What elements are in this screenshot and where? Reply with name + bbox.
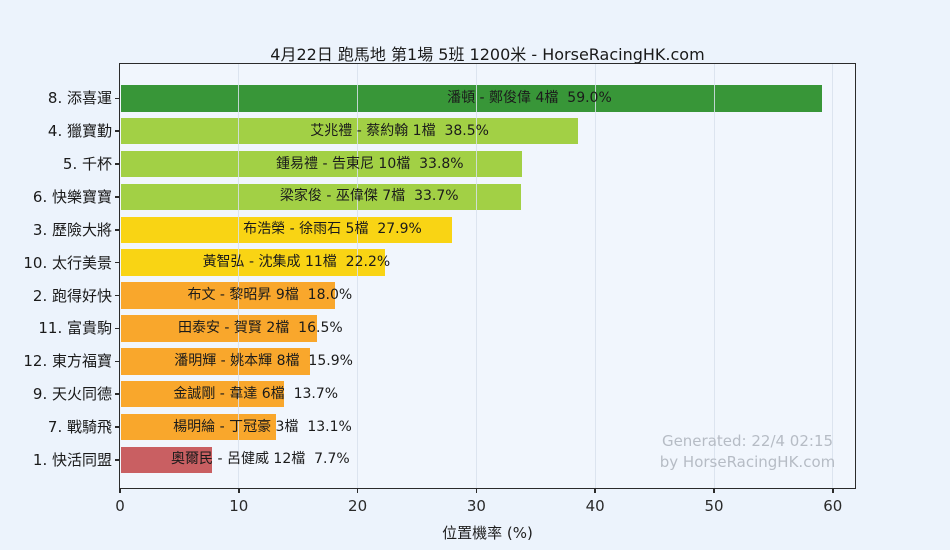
y-tick-mark bbox=[114, 163, 120, 165]
bar bbox=[120, 413, 277, 441]
bar-value-label: 艾兆禮 - 蔡約翰 1檔 38.5% bbox=[310, 122, 489, 139]
y-tick-mark bbox=[114, 261, 120, 264]
y-category-label: 2. 跑得好快 bbox=[32, 286, 112, 305]
gridline bbox=[475, 64, 477, 488]
y-category-label: 6. 快樂寶寶 bbox=[32, 187, 112, 206]
x-tick-label: 0 bbox=[115, 497, 125, 515]
bar-value-label: 田泰安 - 賀賢 2檔 16.5% bbox=[177, 319, 343, 336]
y-tick-mark bbox=[114, 130, 120, 132]
y-tick-mark bbox=[114, 327, 120, 330]
gridline bbox=[713, 64, 715, 488]
y-category-label: 4. 獵寶勤 bbox=[47, 122, 112, 141]
bar-value-label: 布文 - 黎昭昇 9檔 18.0% bbox=[187, 287, 353, 304]
y-category-label: 8. 添喜運 bbox=[47, 89, 112, 108]
y-tick-mark bbox=[114, 294, 120, 297]
bar-value-label: 奧爾民 - 呂健威 12檔 7.7% bbox=[171, 451, 350, 468]
y-tick-mark bbox=[114, 196, 120, 198]
bar-value-label: 潘明輝 - 姚本輝 8檔 15.9% bbox=[174, 352, 353, 369]
x-tick-label: 10 bbox=[229, 497, 249, 515]
x-tick-label: 40 bbox=[585, 497, 605, 515]
y-category-label: 12. 東方福寶 bbox=[23, 352, 112, 371]
watermark-line-2: by HorseRacingHK.com bbox=[659, 453, 836, 471]
y-category-label: 9. 天火同德 bbox=[32, 385, 112, 404]
y-tick-mark bbox=[114, 426, 120, 428]
bar-value-label: 鍾易禮 - 告東尼 10檔 33.8% bbox=[276, 155, 464, 172]
y-category-label: 3. 歷險大將 bbox=[32, 220, 112, 239]
x-tick-mark bbox=[594, 488, 596, 493]
gridline bbox=[594, 64, 596, 488]
x-tick-label: 30 bbox=[466, 497, 486, 515]
gridline bbox=[832, 64, 834, 488]
y-tick-mark bbox=[114, 360, 120, 363]
bar bbox=[120, 216, 453, 244]
x-tick-mark bbox=[238, 488, 240, 493]
x-tick-mark bbox=[356, 488, 359, 493]
bar bbox=[120, 380, 284, 408]
bar-value-label: 金誠剛 - 韋達 6檔 13.7% bbox=[173, 385, 339, 402]
bar bbox=[120, 183, 522, 211]
x-tick-mark bbox=[832, 488, 834, 493]
y-tick-mark bbox=[114, 459, 120, 461]
bar-value-label: 梁家俊 - 巫偉傑 7檔 33.7% bbox=[279, 188, 459, 205]
x-tick-mark bbox=[475, 488, 478, 493]
y-category-label: 5. 千杯 bbox=[62, 155, 112, 174]
x-axis-label: 位置機率 (%) bbox=[442, 524, 533, 542]
x-tick-label: 20 bbox=[348, 497, 368, 515]
y-category-label: 10. 太行美景 bbox=[23, 253, 112, 272]
gridline bbox=[357, 64, 359, 488]
bar bbox=[120, 348, 310, 375]
x-tick-mark bbox=[713, 488, 715, 493]
bar bbox=[120, 446, 213, 474]
y-tick-mark bbox=[114, 393, 120, 395]
bar bbox=[120, 117, 579, 145]
y-category-label: 11. 富貴駒 bbox=[38, 319, 112, 338]
watermark-line-1: Generated: 22/4 02:15 bbox=[661, 432, 834, 450]
y-tick-mark bbox=[114, 229, 120, 231]
bar-value-label: 楊明綸 - 丁冠豪 3檔 13.1% bbox=[173, 418, 352, 435]
bar bbox=[120, 249, 385, 276]
bar-value-label: 黃智弘 - 沈集成 11檔 22.2% bbox=[202, 254, 391, 271]
bar bbox=[120, 150, 523, 178]
y-category-label: 7. 戰騎飛 bbox=[47, 418, 112, 437]
bar bbox=[120, 282, 335, 309]
bar-value-label: 布浩榮 - 徐雨石 5檔 27.9% bbox=[243, 221, 422, 238]
x-tick-label: 60 bbox=[823, 497, 843, 515]
y-tick-mark bbox=[114, 97, 120, 100]
chart-title: 4月22日 跑馬地 第1場 5班 1200米 - HorseRacingHK.c… bbox=[270, 45, 705, 64]
bar bbox=[120, 315, 317, 342]
bar bbox=[120, 85, 822, 112]
x-tick-label: 50 bbox=[704, 497, 724, 515]
y-category-label: 1. 快活同盟 bbox=[32, 450, 112, 469]
x-tick-mark bbox=[119, 488, 121, 493]
gridline bbox=[238, 64, 240, 488]
bar-value-label: 潘頓 - 鄭俊偉 4檔 59.0% bbox=[447, 89, 612, 106]
watermark: Generated: 22/4 02:15 by HorseRacingHK.c… bbox=[640, 431, 855, 473]
